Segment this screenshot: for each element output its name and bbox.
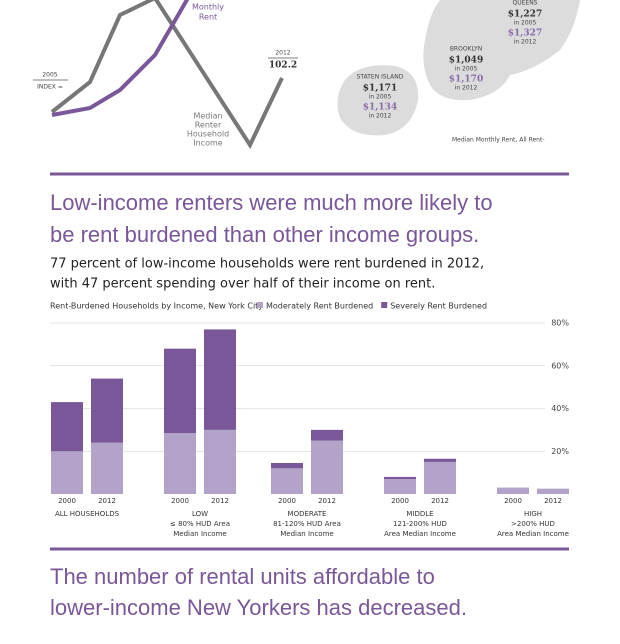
bar-segment xyxy=(91,378,123,443)
bar-segment xyxy=(311,440,343,494)
year-note: in 2012 xyxy=(514,39,537,46)
headline: The number of rental units affordable to xyxy=(50,564,435,589)
legend-label: Severely Rent Burdened xyxy=(390,302,487,311)
income-label: Household xyxy=(187,130,229,139)
income-label: Median xyxy=(193,112,222,121)
x-tick-label: 2000 xyxy=(58,497,76,505)
bar-segment xyxy=(91,442,123,494)
x-tick-label: 2012 xyxy=(544,497,562,505)
group-label: HIGH xyxy=(524,510,542,518)
bar-segment xyxy=(311,429,343,441)
group-label: Area Median Income xyxy=(384,530,456,538)
bar-segment xyxy=(497,487,529,494)
group-label: 121-200% HUD xyxy=(393,520,447,528)
year-note: in 2012 xyxy=(455,85,478,92)
index-label: INDEX = xyxy=(37,84,63,91)
rent-label: Rent xyxy=(199,13,217,22)
bar-segment xyxy=(384,476,416,480)
y-tick-label: 20% xyxy=(551,447,569,456)
bar-segment xyxy=(384,479,416,494)
y-tick-label: 40% xyxy=(551,404,569,413)
rent-2012: $1,170 xyxy=(449,75,483,85)
group-label: 81-120% HUD Area xyxy=(273,520,341,528)
headline: be rent burdened than other income group… xyxy=(50,222,479,247)
x-tick-label: 2000 xyxy=(171,497,189,505)
subhead: 77 percent of low-income households were… xyxy=(50,257,484,272)
borough-name: QUEENS xyxy=(513,0,538,7)
legend-label: Moderately Rent Burdened xyxy=(266,302,373,311)
bar-segment xyxy=(537,488,569,494)
x-tick-label: 2000 xyxy=(504,497,522,505)
bar-segment xyxy=(271,468,303,494)
group-label: ALL HOUSEHOLDS xyxy=(55,510,120,518)
headline: lower-income New Yorkers has decreased. xyxy=(50,595,467,620)
rent-label: Monthly xyxy=(192,3,224,12)
legend-swatch xyxy=(257,302,263,308)
income-line xyxy=(50,0,284,150)
bar-segment xyxy=(204,329,236,430)
group-label: ≤ 80% HUD Area xyxy=(170,520,230,528)
bar-segment xyxy=(51,402,83,452)
headline: Low-income renters were much more likely… xyxy=(50,190,493,215)
bar-segment xyxy=(424,458,456,462)
y-tick-label: 80% xyxy=(551,319,569,328)
bar-segment xyxy=(164,433,196,494)
group-label: Median Income xyxy=(173,530,226,538)
income-label: Renter xyxy=(195,121,222,130)
group-label: Median Income xyxy=(280,530,333,538)
x-tick-label: 2000 xyxy=(278,497,296,505)
group-label: MODERATE xyxy=(288,510,327,518)
group-label: LOW xyxy=(192,510,208,518)
borough-name: BROOKLYN xyxy=(450,46,482,53)
chart: Moderately Rent Burdened Severely Rent Bu… xyxy=(50,302,569,538)
map-shape xyxy=(337,65,419,136)
subhead: with 47 percent spending over half of th… xyxy=(50,277,435,292)
year-note: in 2012 xyxy=(369,113,392,120)
year-label: 2012 xyxy=(275,50,290,57)
rent-2012: $1,134 xyxy=(363,103,397,113)
rent-2005: $1,227 xyxy=(508,10,542,20)
year-note: in 2005 xyxy=(514,20,537,27)
income-label: Income xyxy=(193,139,223,148)
index-value: 102.2 xyxy=(269,61,297,71)
map-caption: Median Monthly Rent, All Rent- xyxy=(452,137,544,144)
y-tick-label: 60% xyxy=(551,361,569,370)
x-tick-label: 2000 xyxy=(391,497,409,505)
year-label: 2005 xyxy=(42,72,57,79)
year-note: in 2005 xyxy=(455,66,478,73)
year-note: in 2005 xyxy=(369,94,392,101)
rent-2005: $1,049 xyxy=(449,56,483,66)
x-tick-label: 2012 xyxy=(318,497,336,505)
x-tick-label: 2012 xyxy=(211,497,229,505)
group-label: MIDDLE xyxy=(406,510,433,518)
bar-segment xyxy=(424,461,456,494)
rent-2005: $1,171 xyxy=(363,84,397,94)
borough-name: STATEN ISLAND xyxy=(357,74,404,81)
bar-segment xyxy=(271,463,303,469)
x-tick-label: 2012 xyxy=(98,497,116,505)
rent-2012: $1,327 xyxy=(508,29,542,39)
legend-swatch xyxy=(381,302,388,308)
bar-segment xyxy=(51,451,83,494)
rent-line xyxy=(51,0,190,117)
bar-segment xyxy=(204,429,236,494)
chart-title: Rent-Burdened Households by Income, New … xyxy=(50,302,263,311)
x-tick-label: 2012 xyxy=(431,497,449,505)
map-shape xyxy=(423,0,580,101)
group-label: Area Median Income xyxy=(497,530,569,538)
bar-segment xyxy=(164,348,196,434)
group-label: >200% HUD xyxy=(511,520,555,528)
